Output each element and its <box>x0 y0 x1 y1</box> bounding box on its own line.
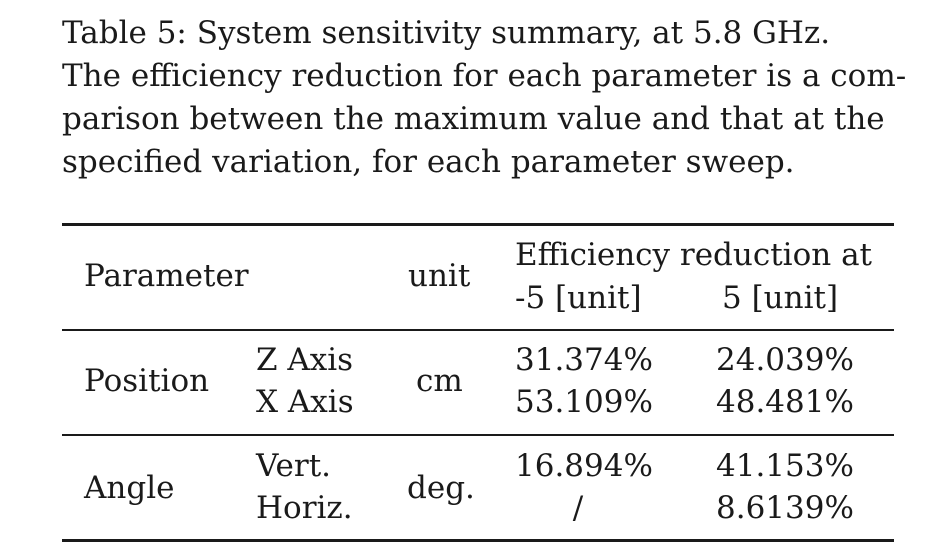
row-unit-cm: cm <box>416 363 463 399</box>
row-parameter-position: Position <box>84 363 210 399</box>
table-caption: Table 5: System sensitivity summary, at … <box>62 12 907 184</box>
header-efficiency-reduction: Efficiency reduction at <box>515 237 873 273</box>
table-bottom-rule <box>62 539 894 542</box>
group-rule <box>62 434 894 436</box>
header-unit: unit <box>408 258 471 294</box>
cell-z-plus: 24.039% <box>716 342 854 378</box>
row-unit-deg: deg. <box>407 470 475 506</box>
caption-line-3: parison between the maximum value and th… <box>62 101 885 137</box>
header-parameter: Parameter <box>84 258 249 294</box>
cell-horiz-plus: 8.6139% <box>716 490 854 526</box>
header-minus-5: -5 [unit] <box>515 280 642 316</box>
row-sub-x-axis: X Axis <box>256 384 354 420</box>
row-sub-horiz: Horiz. <box>256 490 353 526</box>
cell-x-minus: 53.109% <box>515 384 653 420</box>
cell-vert-minus: 16.894% <box>515 448 653 484</box>
row-sub-vert: Vert. <box>256 448 332 484</box>
cell-horiz-minus: / <box>572 490 584 526</box>
row-sub-z-axis: Z Axis <box>256 342 354 378</box>
caption-line-4: specified variation, for each parameter … <box>62 144 795 180</box>
cell-z-minus: 31.374% <box>515 342 653 378</box>
cell-vert-plus: 41.153% <box>716 448 854 484</box>
table-top-rule <box>62 223 894 226</box>
caption-line-2: The efficiency reduction for each parame… <box>62 58 907 94</box>
header-plus-5: 5 [unit] <box>722 280 839 316</box>
caption-line-1: Table 5: System sensitivity summary, at … <box>62 15 831 51</box>
row-parameter-angle: Angle <box>84 470 175 506</box>
cell-x-plus: 48.481% <box>716 384 854 420</box>
header-rule <box>62 329 894 331</box>
